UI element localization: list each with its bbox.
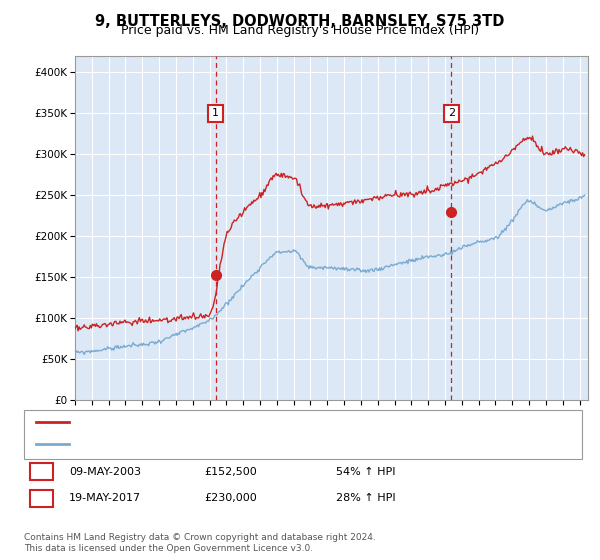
Text: 09-MAY-2003: 09-MAY-2003: [69, 466, 141, 477]
Text: 9, BUTTERLEYS, DODWORTH, BARNSLEY, S75 3TD (detached house): 9, BUTTERLEYS, DODWORTH, BARNSLEY, S75 3…: [75, 417, 456, 427]
Text: 54% ↑ HPI: 54% ↑ HPI: [336, 466, 395, 477]
Text: HPI: Average price, detached house, Barnsley: HPI: Average price, detached house, Barn…: [75, 438, 330, 449]
Text: 1: 1: [212, 109, 219, 118]
Text: 9, BUTTERLEYS, DODWORTH, BARNSLEY, S75 3TD: 9, BUTTERLEYS, DODWORTH, BARNSLEY, S75 3…: [95, 14, 505, 29]
Text: 28% ↑ HPI: 28% ↑ HPI: [336, 493, 395, 503]
Text: £230,000: £230,000: [204, 493, 257, 503]
Text: £152,500: £152,500: [204, 466, 257, 477]
Text: Price paid vs. HM Land Registry's House Price Index (HPI): Price paid vs. HM Land Registry's House …: [121, 24, 479, 37]
Text: Contains HM Land Registry data © Crown copyright and database right 2024.
This d: Contains HM Land Registry data © Crown c…: [24, 533, 376, 553]
Text: 2: 2: [448, 109, 455, 118]
Text: 19-MAY-2017: 19-MAY-2017: [69, 493, 141, 503]
Text: 2: 2: [38, 493, 45, 503]
Text: 1: 1: [38, 466, 45, 477]
